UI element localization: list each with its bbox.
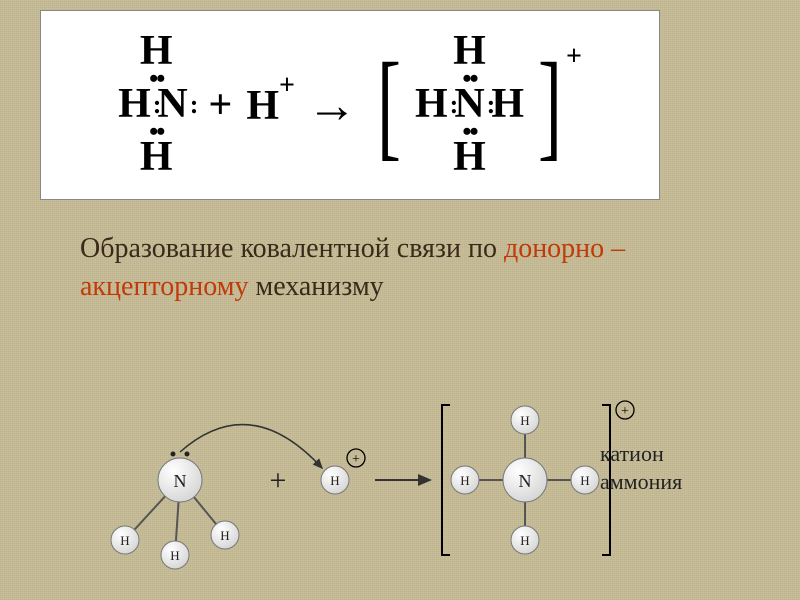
nh3-left-bond-dots: : xyxy=(151,92,158,118)
ammonium-cation-label: катион аммония xyxy=(600,440,682,495)
svg-text:+: + xyxy=(352,452,360,467)
ammonia-lewis: H •• H : N : •• H xyxy=(118,32,194,178)
caption-line2-plain: механизму xyxy=(248,271,383,302)
svg-text:H: H xyxy=(580,473,589,488)
nh3-left-h: H xyxy=(118,85,151,125)
lewis-reaction-panel: H •• H : N : •• H + H+ → [ H •• H : N xyxy=(40,10,660,200)
right-bracket: ] xyxy=(538,57,562,153)
svg-text:H: H xyxy=(220,528,229,543)
ammonium-label-line2: аммония xyxy=(600,469,682,494)
electron-curved-arrow xyxy=(180,425,322,468)
lewis-reaction: H •• H : N : •• H + H+ → [ H •• H : N xyxy=(118,32,582,178)
ammonia-n-label: N xyxy=(174,471,187,491)
svg-text:H: H xyxy=(520,413,529,428)
bracket-charge: + xyxy=(566,41,582,73)
nh3-lone-pair-dots: : xyxy=(188,92,195,118)
svg-text:N: N xyxy=(519,471,532,491)
caption-text: Образование ковалентной связи по донорно… xyxy=(80,230,760,306)
nh3-bottom-h: H xyxy=(140,138,173,178)
svg-text:H: H xyxy=(460,473,469,488)
svg-text:H: H xyxy=(120,533,129,548)
svg-text:H: H xyxy=(330,473,339,488)
plus-sign-2: + xyxy=(270,464,287,497)
nh4-right-bond-dots: : xyxy=(485,92,492,118)
reaction-arrow: → xyxy=(307,76,357,134)
nh4-left-bond-dots: : xyxy=(448,92,455,118)
caption-line2-highlight: акцепторному xyxy=(80,271,248,302)
svg-text:H: H xyxy=(520,533,529,548)
plus-sign-1: + xyxy=(208,81,232,129)
nh4-bottom-h: H xyxy=(453,138,486,178)
caption-line1-plain: Образование ковалентной связи по xyxy=(80,233,504,264)
caption-line1-highlight: донорно – xyxy=(504,233,625,264)
svg-text:+: + xyxy=(621,404,629,419)
left-bracket: [ xyxy=(377,57,401,153)
proton-h: H+ xyxy=(246,80,295,130)
nh4-left-h: H xyxy=(415,85,448,125)
ammonium-left-bracket xyxy=(442,405,450,555)
ammonium-label-line1: катион xyxy=(600,441,664,466)
ammonium-lewis: H •• H : N : H •• H xyxy=(415,32,524,178)
svg-text:H: H xyxy=(170,548,179,563)
nh4-right-h: H xyxy=(491,85,524,125)
